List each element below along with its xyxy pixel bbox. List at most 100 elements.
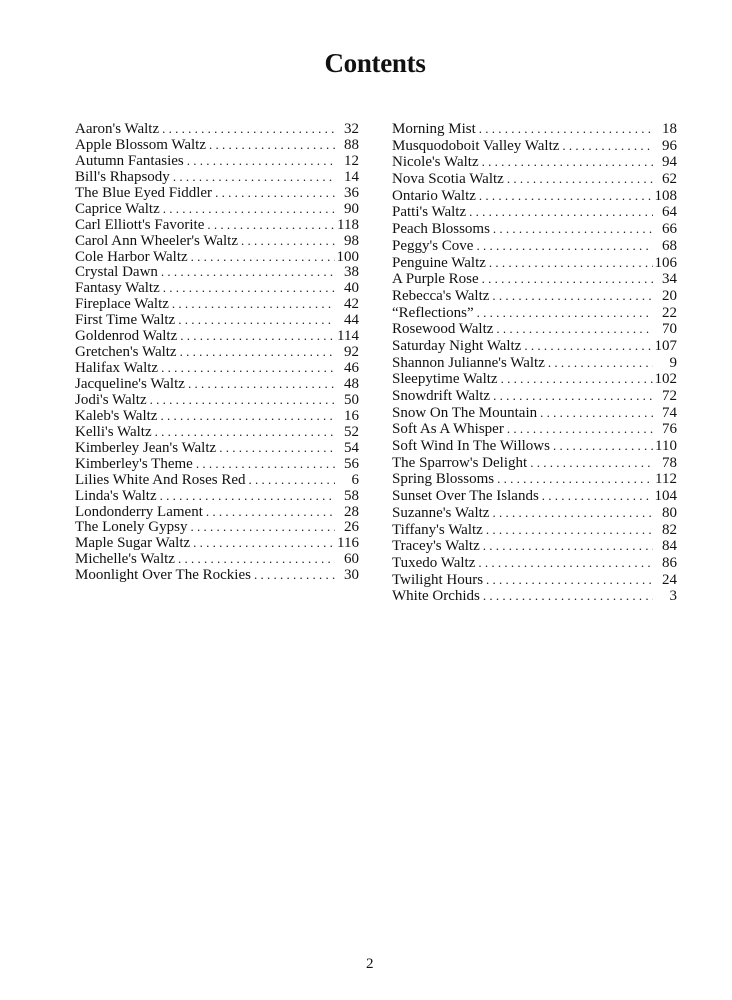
dot-leader	[504, 421, 653, 437]
dot-leader	[539, 488, 653, 504]
entry-page-number: 46	[344, 360, 359, 377]
dot-leader	[483, 522, 653, 538]
dot-leader	[187, 519, 335, 535]
entry-page-number: 9	[669, 354, 678, 371]
entry-title: The Sparrow's Delight	[392, 454, 528, 471]
dot-leader	[559, 138, 653, 154]
toc-entry: Cole Harbor Waltz 100	[75, 249, 359, 265]
dot-leader	[480, 538, 653, 554]
entry-page-number: 3	[669, 588, 678, 605]
entry-page-number: 34	[662, 271, 677, 288]
toc-entry: Kaleb's Waltz 16	[75, 408, 359, 424]
toc-entry: Apple Blossom Waltz 88	[75, 137, 359, 153]
toc-entry: Sunset Over The Islands 104	[392, 488, 677, 505]
dot-leader	[466, 204, 653, 220]
entry-title: Soft As A Whisper	[392, 421, 504, 438]
toc-entry: First Time Waltz 44	[75, 312, 359, 328]
dot-leader	[177, 328, 335, 344]
entry-page-number: 80	[662, 504, 677, 521]
toc-entry: Nova Scotia Waltz 62	[392, 171, 677, 188]
entry-page-number: 48	[344, 376, 359, 392]
entry-title: Kimberley's Theme	[75, 455, 193, 472]
entry-title: First Time Waltz	[75, 312, 176, 329]
toc-entry: The Lonely Gypsy 26	[75, 519, 359, 535]
dot-leader	[550, 438, 653, 454]
entry-page-number: 6	[351, 471, 360, 488]
page-number: 2	[366, 956, 374, 972]
entry-title: Bill's Rhapsody	[75, 168, 170, 185]
dot-leader	[175, 312, 335, 328]
entry-title: Snow On The Mountain	[392, 404, 538, 421]
entry-page-number: 38	[344, 264, 359, 281]
entry-title: Tracey's Waltz	[392, 538, 480, 555]
entry-page-number: 76	[662, 421, 677, 438]
entry-title: Sunset Over The Islands	[392, 488, 539, 505]
dot-leader	[170, 169, 335, 185]
toc-entry: Carol Ann Wheeler's Waltz 98	[75, 233, 359, 249]
dot-leader	[160, 201, 335, 217]
dot-leader	[159, 121, 335, 137]
entry-page-number: 14	[344, 168, 359, 185]
dot-leader	[188, 249, 335, 265]
entry-title: Aaron's Waltz	[75, 121, 160, 137]
entry-page-number: 114	[337, 328, 359, 345]
dot-leader	[193, 456, 335, 472]
entry-title: Rebecca's Waltz	[392, 287, 490, 304]
toc-entry: Rosewood Waltz 70	[392, 321, 677, 338]
entry-page-number: 70	[662, 321, 677, 338]
entry-title: Tuxedo Waltz	[392, 554, 476, 571]
dot-leader	[204, 217, 335, 233]
entry-page-number: 26	[344, 519, 359, 536]
entry-page-number: 22	[662, 304, 677, 321]
dot-leader	[184, 153, 335, 169]
dot-leader	[476, 188, 653, 204]
entry-page-number: 96	[662, 137, 677, 154]
toc-entry: Goldenrod Waltz 114	[75, 328, 359, 344]
entry-title: Michelle's Waltz	[75, 551, 175, 568]
entry-page-number: 12	[344, 152, 359, 169]
entry-title: Twilight Hours	[392, 571, 484, 588]
entry-title: Goldenrod Waltz	[75, 328, 178, 345]
toc-entry: Ontario Waltz 108	[392, 188, 677, 205]
dot-leader	[175, 551, 335, 567]
toc-entry: “Reflections” 22	[392, 305, 677, 322]
entry-title: Nova Scotia Waltz	[392, 171, 504, 188]
toc-entry: Nicole's Waltz 94	[392, 154, 677, 171]
toc-entry: Rebecca's Waltz 20	[392, 288, 677, 305]
entry-page-number: 56	[344, 455, 359, 472]
entry-page-number: 44	[344, 312, 359, 329]
entry-title: Fireplace Waltz	[75, 296, 169, 313]
entry-title: “Reflections”	[392, 304, 474, 321]
toc-entry: Spring Blossoms 112	[392, 471, 677, 488]
dot-leader	[483, 572, 653, 588]
toc-entry: Tiffany's Waltz 82	[392, 522, 677, 539]
entry-page-number: 36	[344, 184, 359, 201]
entry-title: Carl Elliott's Favorite	[75, 216, 205, 233]
toc-entry: Aaron's Waltz 32	[75, 121, 359, 137]
toc-entry: Suzanne's Waltz 80	[392, 505, 677, 522]
entry-title: Carol Ann Wheeler's Waltz	[75, 232, 238, 249]
entry-title: Fantasy Waltz	[75, 280, 160, 297]
entry-title: Crystal Dawn	[75, 264, 158, 281]
toc-entry: Caprice Waltz 90	[75, 201, 359, 217]
dot-leader	[158, 360, 335, 376]
toc-entry: Jacqueline's Waltz 48	[75, 376, 359, 392]
entry-title: Shannon Julianne's Waltz	[392, 354, 545, 371]
toc-entry: Patti's Waltz 64	[392, 204, 677, 221]
entry-title: Kaleb's Waltz	[75, 407, 158, 424]
dot-leader	[479, 154, 653, 170]
entry-page-number: 86	[662, 554, 677, 571]
toc-entry: Halifax Waltz 46	[75, 360, 359, 376]
toc-entry: The Blue Eyed Fiddler 36	[75, 185, 359, 201]
toc-entry: Snow On The Mountain 74	[392, 405, 677, 422]
dot-leader	[238, 233, 335, 249]
entry-page-number: 32	[344, 121, 359, 137]
toc-entry: A Purple Rose 34	[392, 271, 677, 288]
dot-leader	[185, 376, 335, 392]
dot-leader	[489, 288, 653, 304]
entry-title: Musquodoboit Valley Waltz	[392, 137, 560, 154]
entry-title: Kelli's Waltz	[75, 423, 152, 440]
toc-entry: Morning Mist 18	[392, 121, 677, 138]
dot-leader	[537, 405, 653, 421]
dot-leader	[169, 296, 335, 312]
